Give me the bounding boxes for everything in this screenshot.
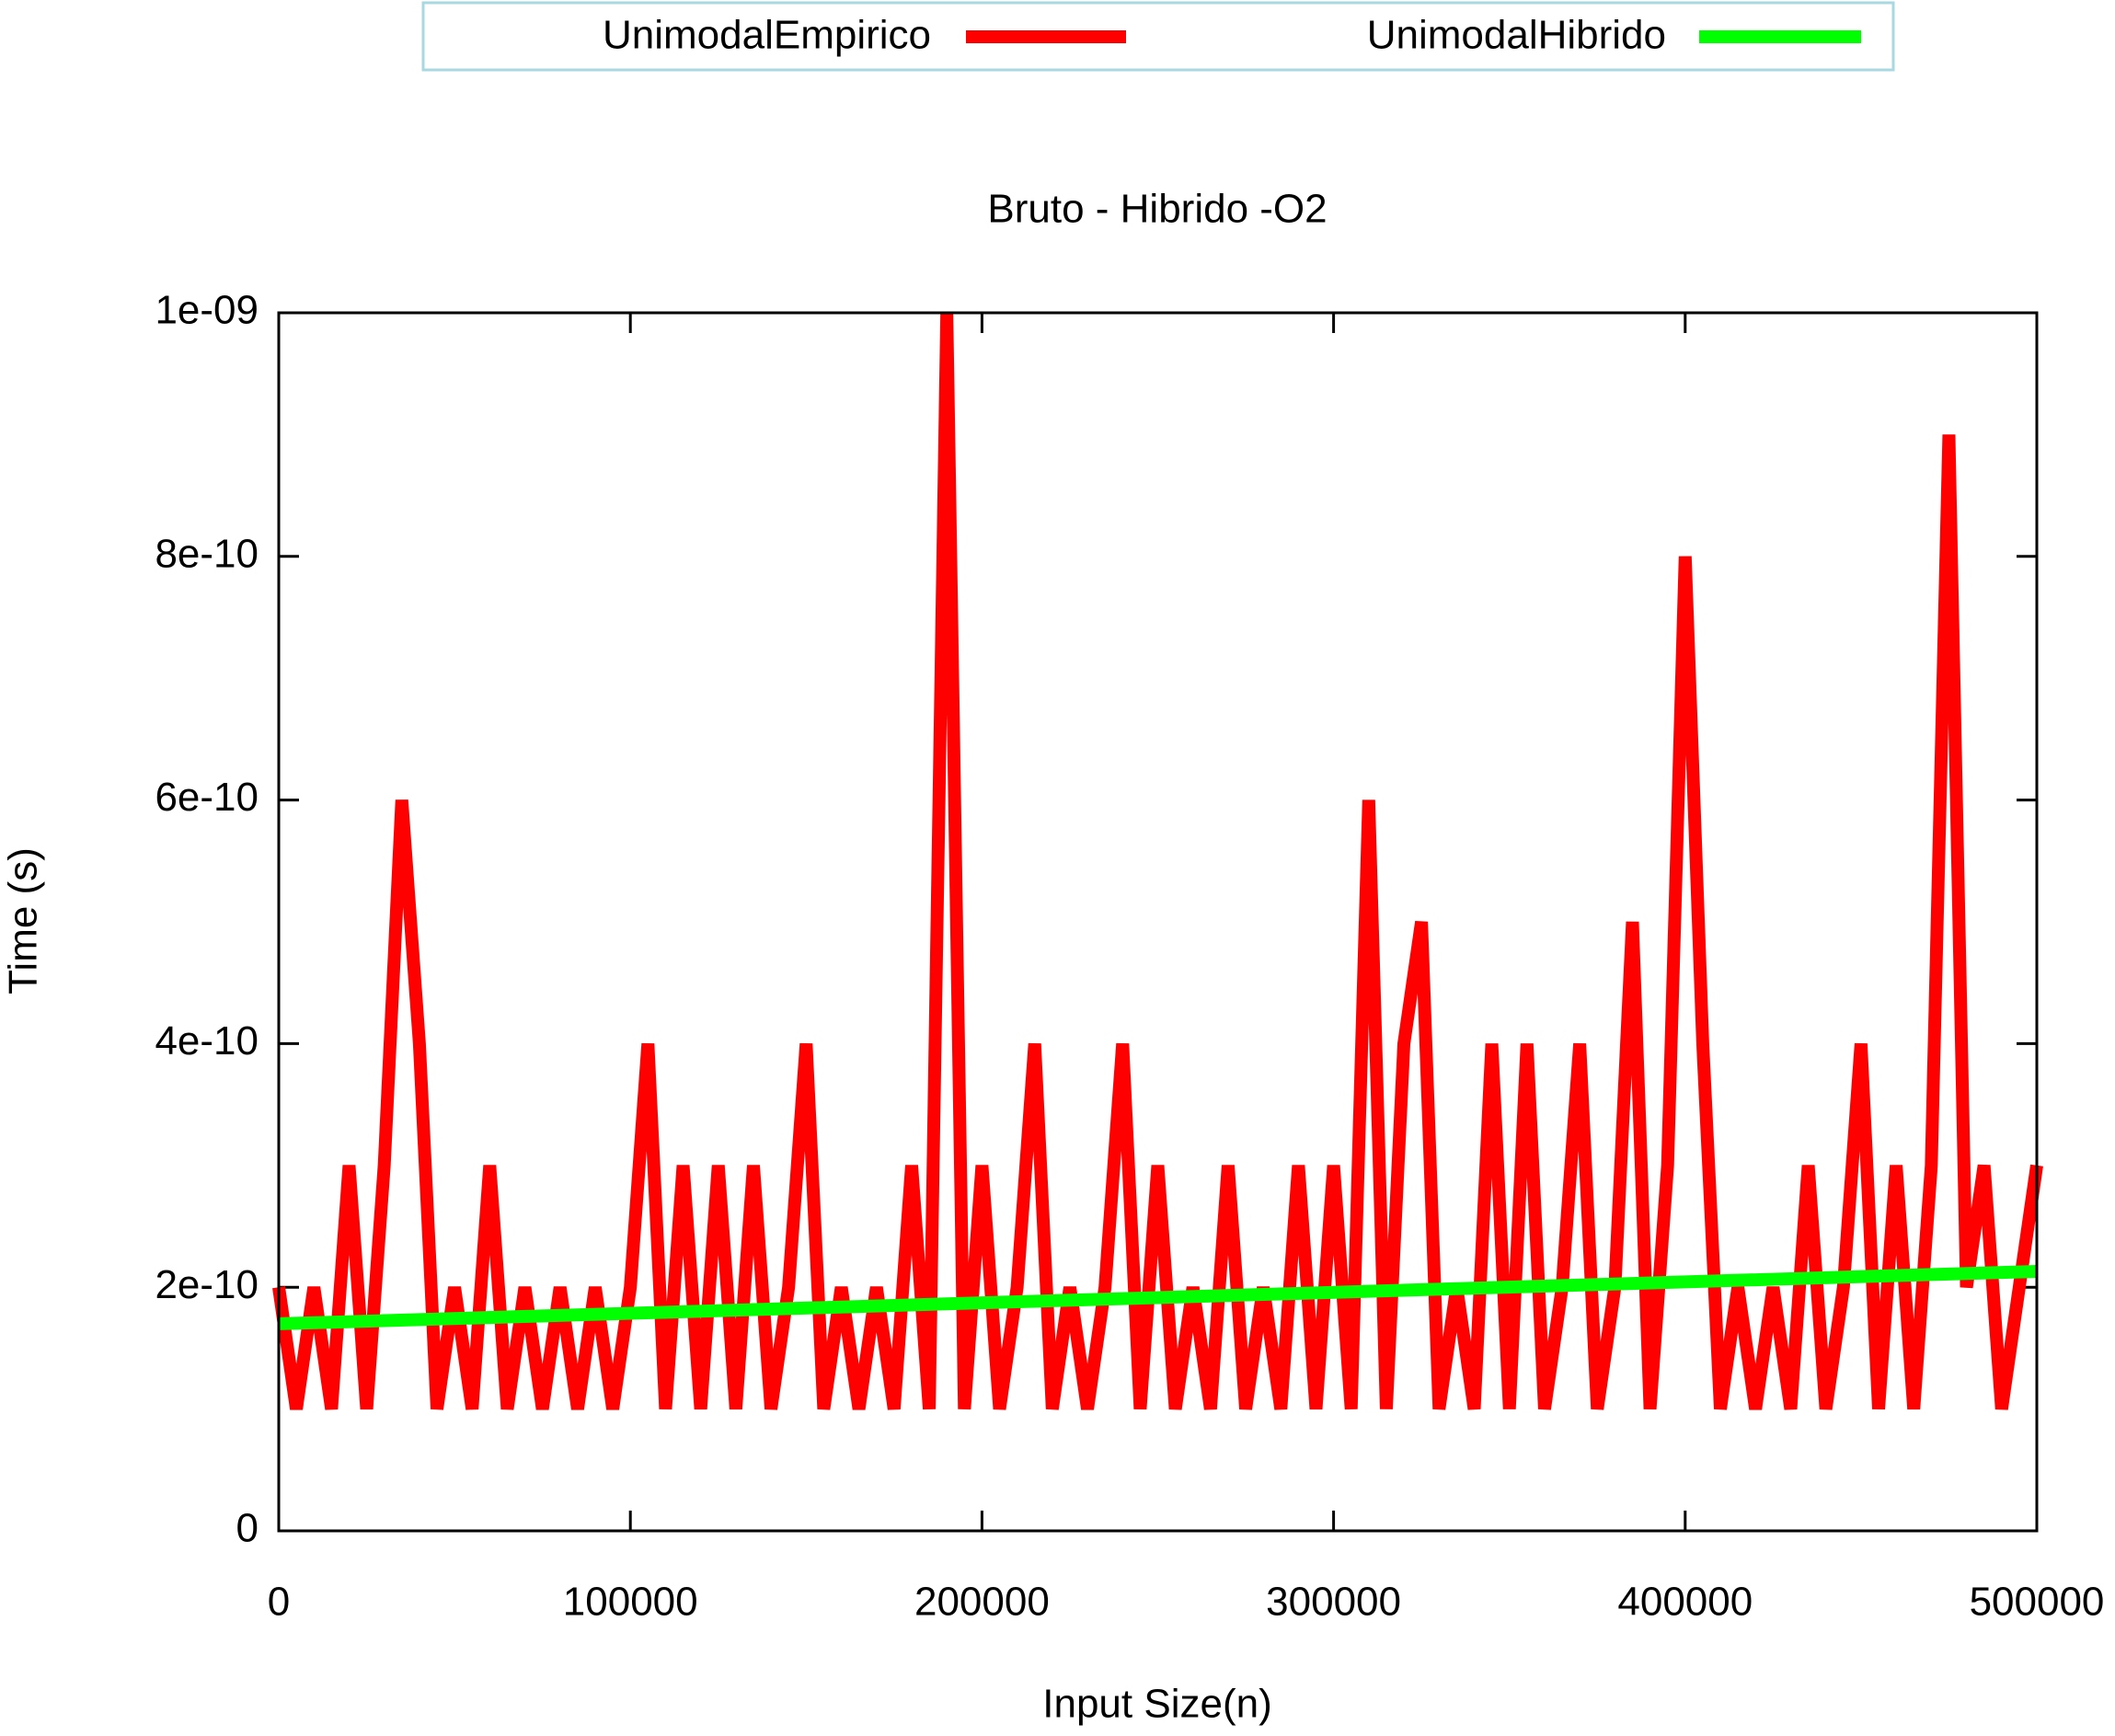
legend-box (421, 1, 1895, 72)
x-tick-label: 200000 (914, 1580, 1050, 1625)
series-line (272, 312, 2043, 1410)
legend-label: UnimodalEmpirico (603, 13, 931, 58)
y-tick-label: 2e-10 (155, 1262, 259, 1307)
y-tick-label: 0 (236, 1506, 259, 1551)
series-line (278, 1264, 2038, 1330)
x-tick-label: 300000 (1266, 1580, 1401, 1625)
x-tick-label: 0 (268, 1580, 290, 1625)
y-tick-label: 8e-10 (155, 531, 259, 576)
x-tick-label: 400000 (1617, 1580, 1753, 1625)
legend-label: UnimodalHibrido (1367, 13, 1666, 58)
x-tick-label: 100000 (563, 1580, 698, 1625)
y-tick-label: 4e-10 (155, 1018, 259, 1063)
x-axis-label: Input Size(n) (1042, 1682, 1271, 1727)
chart-title: Bruto - Hibrido -O2 (987, 187, 1327, 232)
y-tick-label: 6e-10 (155, 775, 259, 820)
plot-frame (277, 311, 2039, 1533)
x-tick-label: 500000 (1970, 1580, 2105, 1625)
y-tick-label: 1e-09 (155, 288, 259, 333)
y-axis-label: Time (s) (1, 847, 46, 994)
